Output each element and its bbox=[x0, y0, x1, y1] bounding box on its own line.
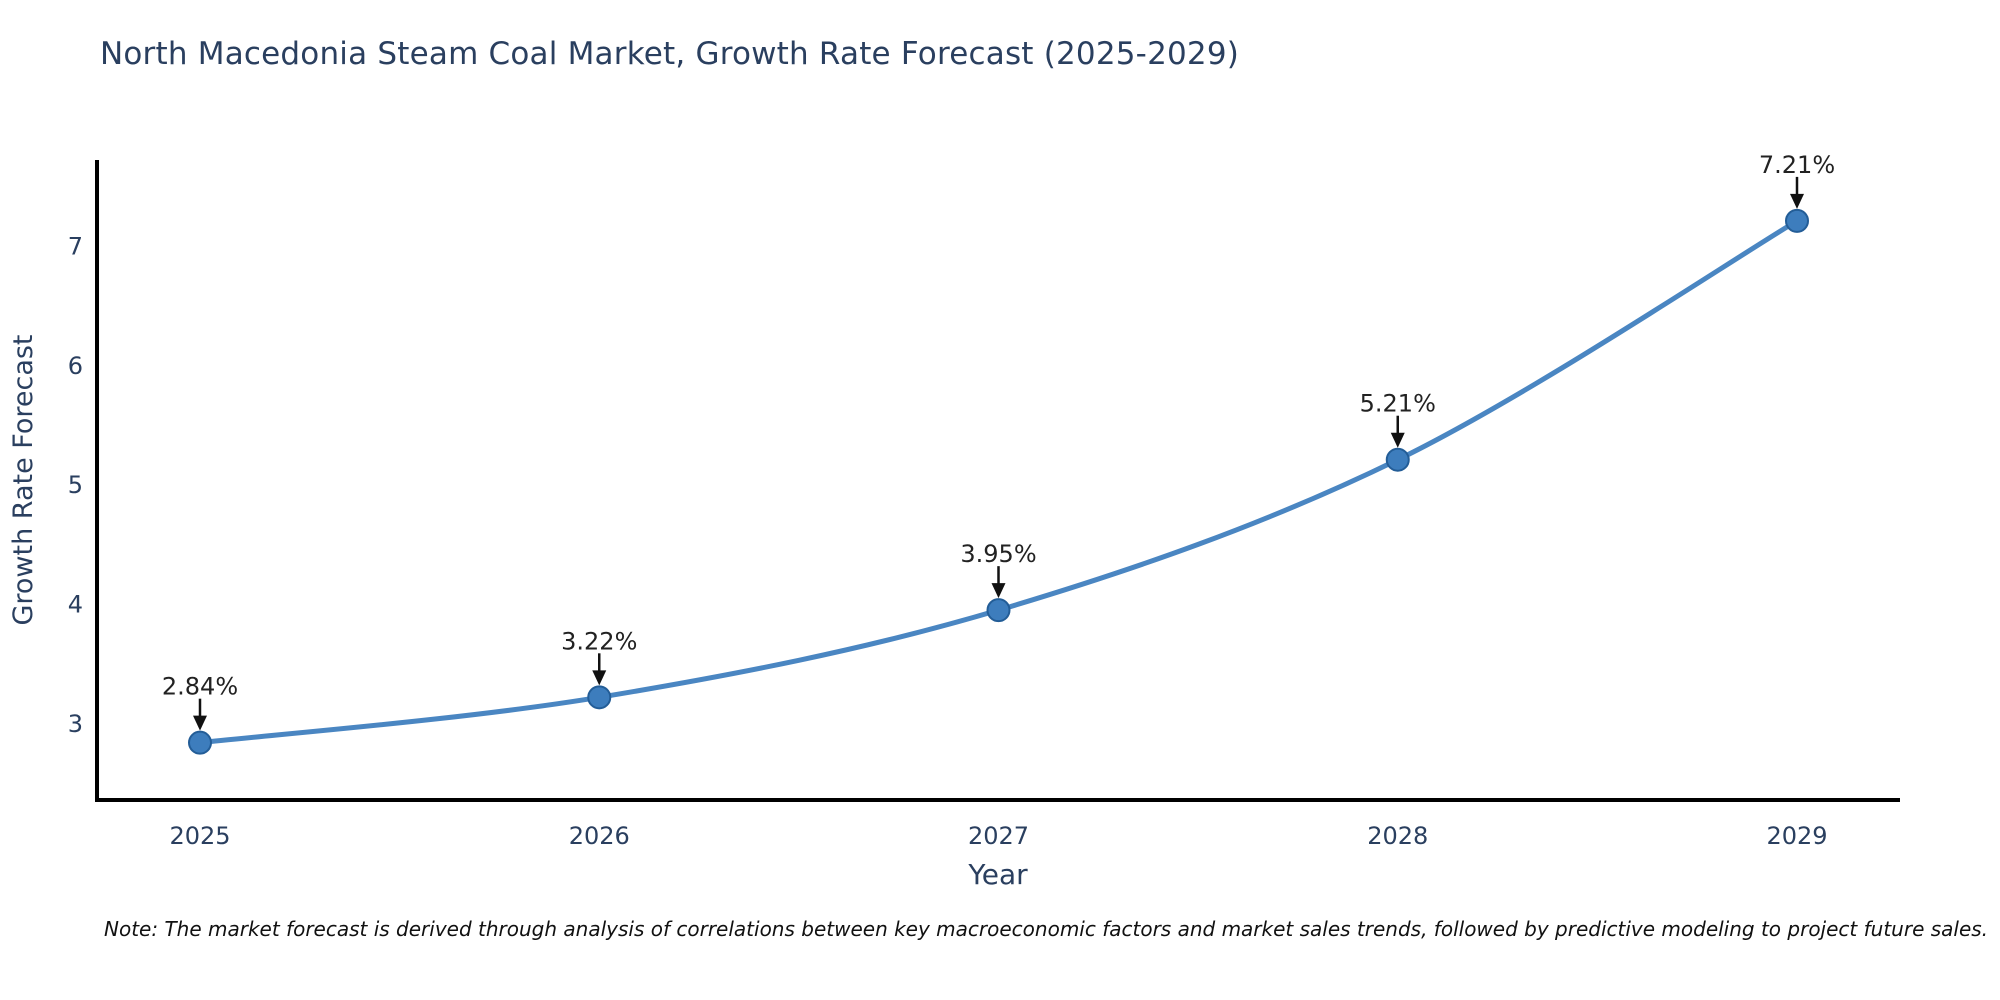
annotation-arrow-head bbox=[1390, 432, 1405, 448]
data-point-label: 3.95% bbox=[960, 540, 1036, 568]
axis-lines bbox=[95, 160, 1900, 802]
data-point-marker[interactable] bbox=[188, 730, 212, 755]
x-axis-title: Year bbox=[967, 858, 1028, 891]
data-point-label: 2.84% bbox=[162, 673, 238, 701]
y-tick-label: 5 bbox=[68, 471, 83, 499]
y-tick-label: 7 bbox=[68, 232, 83, 260]
x-tick-label: 2026 bbox=[569, 822, 630, 850]
annotations: 2.84% 3.22% 3.95% 5.21% 7.21% bbox=[162, 151, 1835, 755]
annotation-arrow-head bbox=[1790, 193, 1804, 209]
footnote: Note: The market forecast is derived thr… bbox=[104, 917, 1989, 941]
y-tick-label: 6 bbox=[68, 352, 83, 380]
x-tick-label: 2027 bbox=[968, 822, 1029, 850]
axes bbox=[95, 160, 1900, 802]
x-tick-label: 2028 bbox=[1367, 822, 1428, 850]
data-point-label: 7.21% bbox=[1759, 151, 1835, 179]
x-tick-label: 2029 bbox=[1766, 822, 1827, 850]
data-point-marker[interactable] bbox=[587, 685, 612, 710]
annotation-arrow-head bbox=[193, 715, 207, 731]
annotation-arrow-head bbox=[592, 670, 607, 686]
y-axis-title: Growth Rate Forecast bbox=[8, 334, 39, 625]
y-tick-label: 4 bbox=[68, 591, 83, 619]
data-point-marker[interactable] bbox=[1785, 208, 1809, 233]
data-series bbox=[197, 218, 1800, 746]
tick-labels: 3 4 5 6 7 2025 2026 2027 2028 2029 bbox=[68, 232, 1828, 850]
data-point-label: 3.22% bbox=[561, 627, 637, 655]
data-point-label: 5.21% bbox=[1360, 390, 1436, 418]
data-point-marker[interactable] bbox=[986, 598, 1011, 623]
growth-rate-line bbox=[197, 218, 1800, 746]
annotation-arrow-head bbox=[991, 583, 1006, 599]
x-tick-label: 2025 bbox=[169, 822, 230, 850]
data-point-marker[interactable] bbox=[1385, 447, 1410, 472]
chart-title: North Macedonia Steam Coal Market, Growt… bbox=[100, 36, 1240, 72]
y-tick-label: 3 bbox=[68, 710, 83, 738]
